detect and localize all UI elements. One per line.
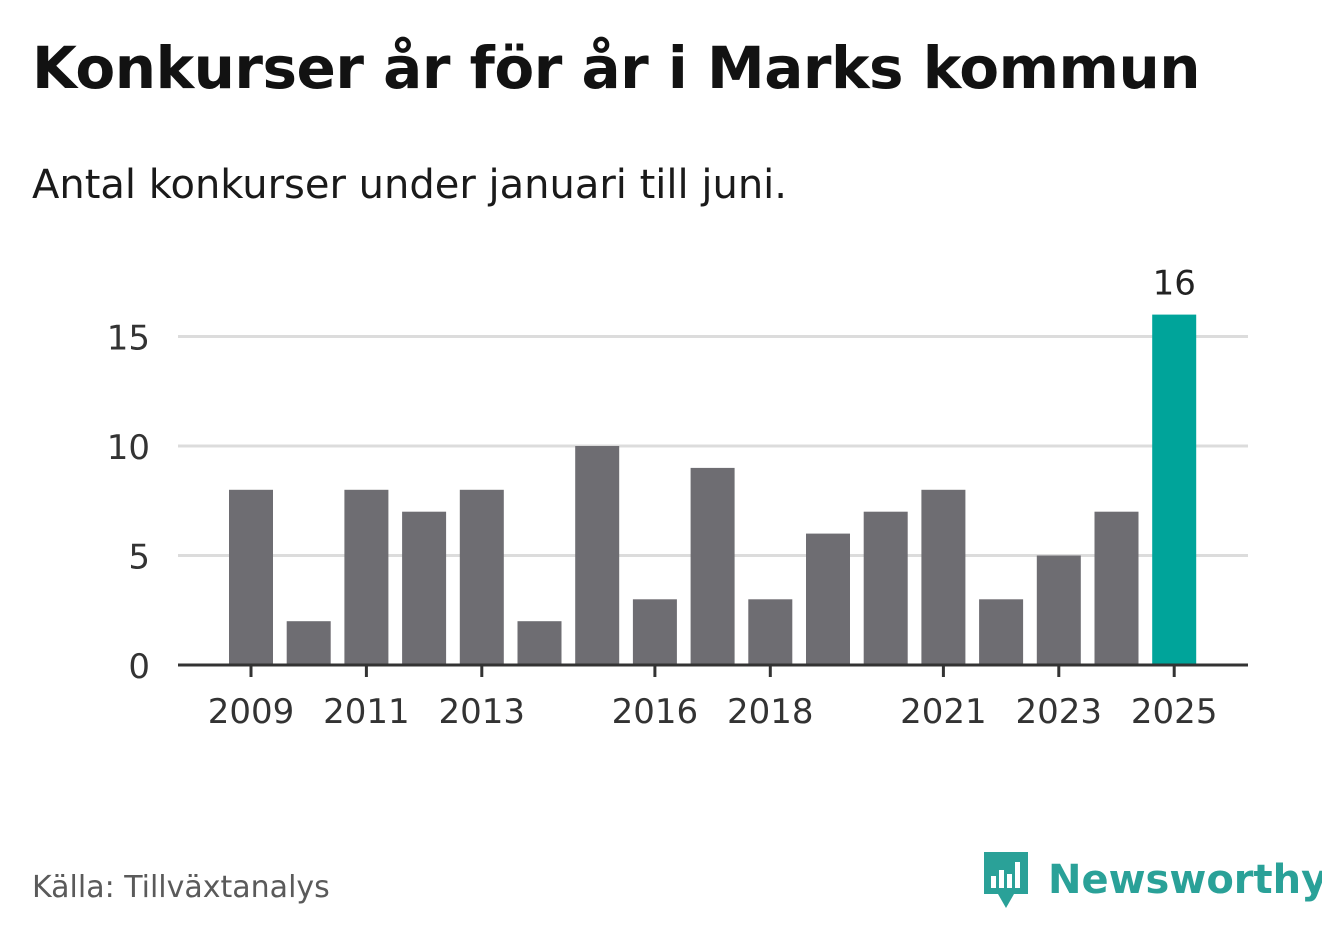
x-tick-label: 2011 xyxy=(323,692,410,732)
bar-2020 xyxy=(863,511,908,665)
y-tick-label: 5 xyxy=(128,538,150,578)
bar-2013 xyxy=(459,489,504,665)
brand-logo: Newsworthy xyxy=(982,850,1322,910)
y-tick-label: 10 xyxy=(107,428,150,468)
bar-2018 xyxy=(748,599,793,665)
brand-name: Newsworthy xyxy=(1048,857,1322,903)
bar-2010 xyxy=(286,621,331,665)
x-tick-label: 2018 xyxy=(727,692,814,732)
bar-2025 xyxy=(1152,314,1197,665)
bar-chart: 0 5 10 15 2009 2011 2013 2016 2018 2021 2023 2025 16 xyxy=(107,264,1248,732)
data-label-2025: 16 xyxy=(1153,264,1196,304)
bar-2023 xyxy=(1036,555,1081,665)
bar-2014 xyxy=(517,621,562,665)
bar-2017 xyxy=(690,467,735,665)
x-tick-label: 2013 xyxy=(439,692,526,732)
bars xyxy=(229,314,1197,665)
y-tick-label: 15 xyxy=(107,319,150,359)
x-tick-label: 2025 xyxy=(1131,692,1218,732)
x-tick-label: 2009 xyxy=(208,692,295,732)
y-tick-label: 0 xyxy=(128,647,150,687)
bar-2021 xyxy=(921,489,966,665)
bar-2016 xyxy=(632,599,677,665)
bar-2024 xyxy=(1094,511,1139,665)
bar-2022 xyxy=(979,599,1024,665)
bar-2019 xyxy=(806,533,850,665)
chart-area: 0 5 10 15 2009 2011 2013 2016 2018 2021 2023 2025 16 xyxy=(0,240,1322,760)
x-tick-label: 2021 xyxy=(900,692,987,732)
labels: 0 5 10 15 2009 2011 2013 2016 2018 2021 2023 2025 16 xyxy=(107,264,1218,732)
chart-title: Konkurser år för år i Marks kommun xyxy=(32,34,1201,102)
axes xyxy=(178,663,1248,677)
bar-2009 xyxy=(229,489,273,665)
bar-2015 xyxy=(575,446,620,665)
bar-chart-speech-bubble-icon xyxy=(984,852,1028,908)
bar-2012 xyxy=(402,511,447,665)
source-note: Källa: Tillväxtanalys xyxy=(32,870,330,905)
chart-subtitle: Antal konkurser under januari till juni. xyxy=(32,162,787,208)
x-tick-label: 2023 xyxy=(1016,692,1103,732)
x-tick-label: 2016 xyxy=(612,692,699,732)
bar-2011 xyxy=(344,489,389,665)
